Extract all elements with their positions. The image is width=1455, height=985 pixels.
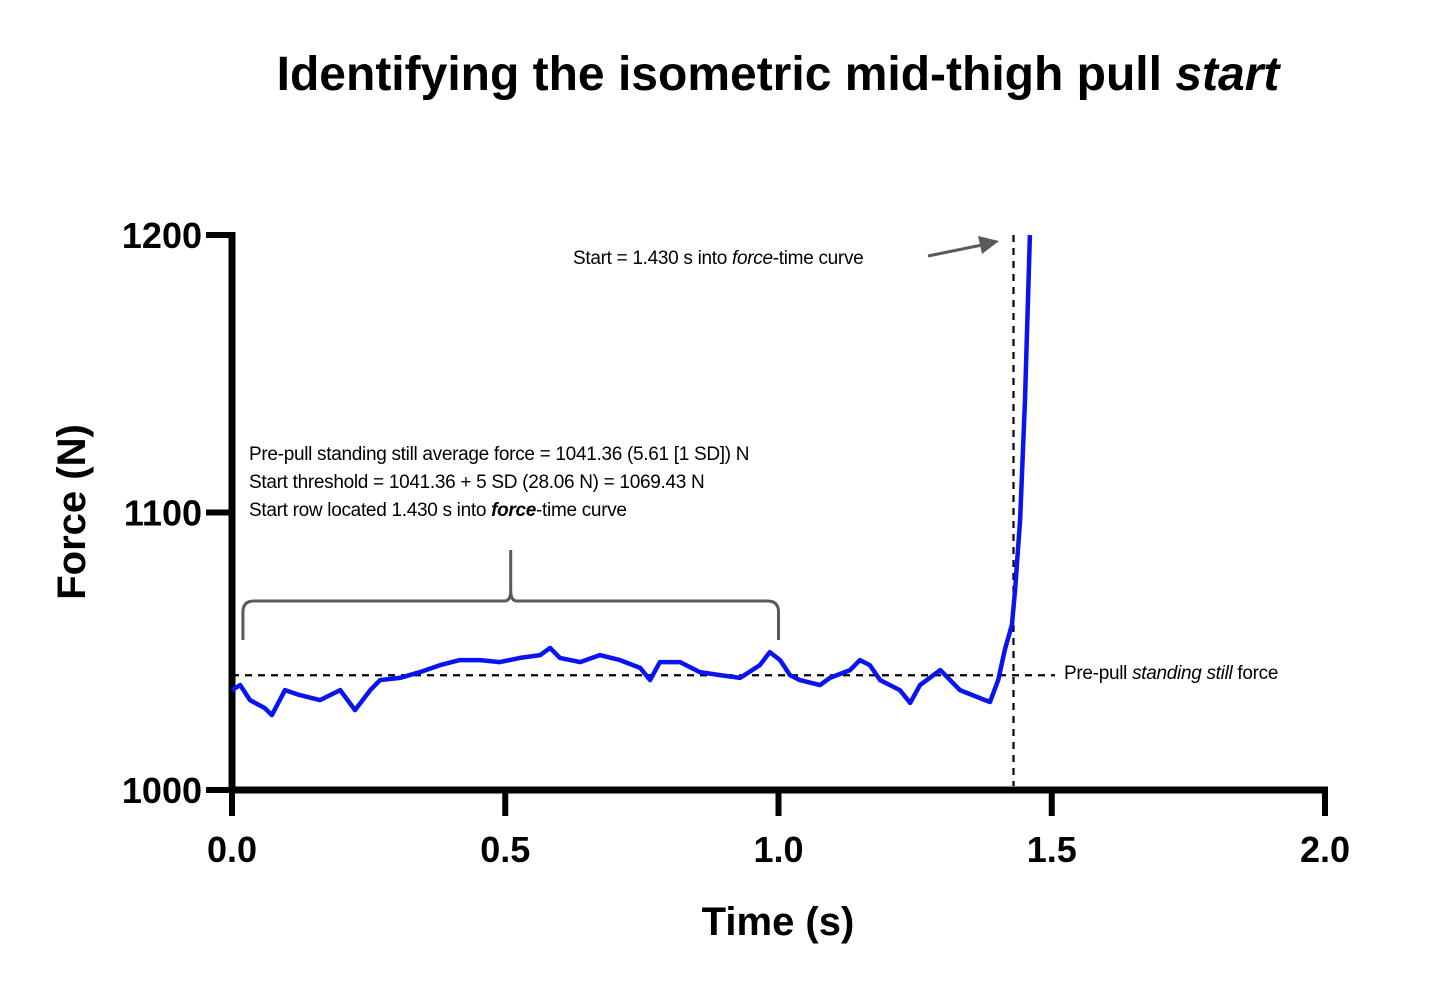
chart-title: Identifying the isometric mid-thigh pull… bbox=[277, 48, 1282, 101]
x-tick-label: 1.5 bbox=[1027, 829, 1077, 870]
x-axis-label: Time (s) bbox=[702, 900, 855, 944]
baseline-brace bbox=[241, 550, 780, 640]
start-annotation: Start = 1.430 s into force-time curve bbox=[573, 248, 863, 269]
x-tick-label: 0.5 bbox=[480, 829, 530, 870]
info-line-3: Start row located 1.430 s into force-tim… bbox=[249, 500, 627, 521]
y-tick-label: 1100 bbox=[124, 493, 202, 534]
chart-title-italic: start bbox=[1175, 48, 1281, 101]
y-tick-label: 1000 bbox=[122, 770, 202, 811]
x-tick-label: 0.0 bbox=[207, 829, 257, 870]
info-line-2: Start threshold = 1041.36 + 5 SD (28.06 … bbox=[249, 472, 704, 493]
x-tick-label: 1.0 bbox=[753, 829, 803, 870]
chart-title-main: Identifying the isometric mid-thigh pull bbox=[277, 48, 1162, 101]
x-tick-label: 2.0 bbox=[1300, 829, 1350, 870]
start-arrow bbox=[927, 236, 999, 258]
y-tick-label: 1200 bbox=[122, 215, 202, 256]
y-axis-label: Force (N) bbox=[50, 424, 94, 600]
info-line-1: Pre-pull standing still average force = … bbox=[249, 444, 749, 465]
average-line-label: Pre-pull standing still force bbox=[1064, 663, 1278, 684]
